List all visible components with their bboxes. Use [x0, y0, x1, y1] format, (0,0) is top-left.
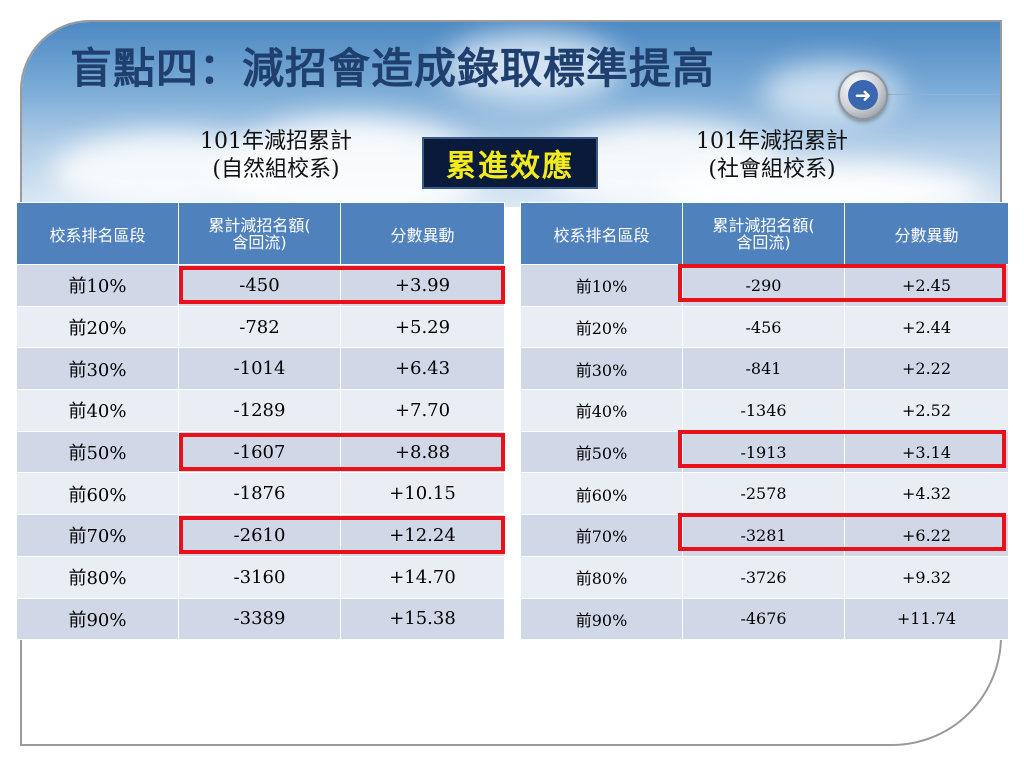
table-row: 前60% -1876 +10.15 — [16, 472, 505, 516]
left-table-heading: 101年減招累計 (自然組校系) — [176, 128, 376, 184]
science-group-table: 校系排名區段 累計減招名額( 含回流) 分數異動 前10% -450 +3.99 前… — [16, 202, 505, 641]
table-row: 前50% -1913 +3.14 — [520, 430, 1009, 474]
table-row: 前50% -1607 +8.88 — [16, 430, 505, 474]
rank-cell: 前60% — [16, 472, 179, 516]
score-change-cell: +2.52 — [844, 389, 1009, 432]
reduction-cell: -2578 — [682, 472, 845, 516]
left-heading-line1: 101年減招累計 — [200, 129, 352, 154]
table-row: 前10% -450 +3.99 — [16, 264, 505, 307]
right-table-heading: 101年減招累計 (社會組校系) — [672, 128, 872, 184]
table-row: 前60% -2578 +4.32 — [520, 472, 1009, 516]
rank-cell: 前20% — [16, 305, 179, 349]
score-change-cell: +10.15 — [340, 472, 505, 516]
social-group-table: 校系排名區段 累計減招名額( 含回流) 分數異動 前10% -290 +2.45 前… — [520, 202, 1009, 641]
table-row: 前40% -1289 +7.70 — [16, 389, 505, 432]
reduction-cell: -1913 — [682, 430, 845, 474]
rank-cell: 前30% — [16, 347, 179, 391]
score-change-cell: +2.44 — [844, 305, 1009, 349]
rank-cell: 前30% — [520, 347, 683, 391]
score-change-cell: +3.99 — [340, 264, 505, 307]
score-change-cell: +15.38 — [340, 597, 505, 641]
table-row: 前20% -782 +5.29 — [16, 305, 505, 349]
score-change-cell: +12.24 — [340, 514, 505, 557]
rank-cell: 前80% — [16, 555, 179, 599]
column-header-reduction: 累計減招名額( 含回流) — [178, 202, 341, 265]
table-row: 前20% -456 +2.44 — [520, 305, 1009, 349]
rank-cell: 前10% — [520, 264, 683, 307]
rank-cell: 前70% — [520, 514, 683, 557]
reduction-cell: -3160 — [178, 555, 341, 599]
table-row: 前90% -4676 +11.74 — [520, 597, 1009, 641]
rank-cell: 前90% — [16, 597, 179, 641]
reduction-cell: -841 — [682, 347, 845, 391]
rank-cell: 前20% — [520, 305, 683, 349]
reduction-cell: -3726 — [682, 555, 845, 599]
column-header-rank: 校系排名區段 — [520, 202, 683, 265]
rank-cell: 前10% — [16, 264, 179, 307]
table-row: 前30% -1014 +6.43 — [16, 347, 505, 391]
rank-cell: 前40% — [520, 389, 683, 432]
reduction-cell: -782 — [178, 305, 341, 349]
rank-cell: 前90% — [520, 597, 683, 641]
right-heading-line2: (社會組校系) — [708, 157, 836, 182]
score-change-cell: +2.22 — [844, 347, 1009, 391]
score-change-cell: +11.74 — [844, 597, 1009, 641]
reduction-cell: -450 — [178, 264, 341, 307]
score-change-cell: +4.32 — [844, 472, 1009, 516]
reduction-cell: -1289 — [178, 389, 341, 432]
reduction-cell: -290 — [682, 264, 845, 307]
rank-cell: 前70% — [16, 514, 179, 557]
cumulative-effect-badge: 累進效應 — [422, 137, 598, 189]
table-row: 前30% -841 +2.22 — [520, 347, 1009, 391]
score-change-cell: +9.32 — [844, 555, 1009, 599]
score-change-cell: +14.70 — [340, 555, 505, 599]
table-row: 前80% -3726 +9.32 — [520, 555, 1009, 599]
rank-cell: 前50% — [16, 430, 179, 474]
rank-cell: 前80% — [520, 555, 683, 599]
right-heading-line1: 101年減招累計 — [696, 129, 848, 154]
reduction-cell: -1346 — [682, 389, 845, 432]
rank-cell: 前50% — [520, 430, 683, 474]
score-change-cell: +7.70 — [340, 389, 505, 432]
left-heading-line2: (自然組校系) — [212, 157, 340, 182]
slide-title: 盲點四：減招會造成錄取標準提高 — [70, 44, 716, 93]
table-row: 前40% -1346 +2.52 — [520, 389, 1009, 432]
score-change-cell: +2.45 — [844, 264, 1009, 307]
table-row: 前70% -3281 +6.22 — [520, 514, 1009, 557]
reduction-cell: -3281 — [682, 514, 845, 557]
column-header-rank: 校系排名區段 — [16, 202, 179, 265]
score-change-cell: +6.43 — [340, 347, 505, 391]
score-change-cell: +8.88 — [340, 430, 505, 474]
column-header-score-change: 分數異動 — [844, 202, 1009, 265]
reduction-cell: -1014 — [178, 347, 341, 391]
next-slide-button[interactable]: ➜ — [838, 70, 888, 120]
table-row: 前80% -3160 +14.70 — [16, 555, 505, 599]
score-change-cell: +6.22 — [844, 514, 1009, 557]
reduction-cell: -3389 — [178, 597, 341, 641]
right-arrow-circle-icon: ➜ — [848, 80, 878, 110]
table-row: 前10% -290 +2.45 — [520, 264, 1009, 307]
reduction-cell: -456 — [682, 305, 845, 349]
reduction-cell: -4676 — [682, 597, 845, 641]
reduction-cell: -2610 — [178, 514, 341, 557]
score-change-cell: +5.29 — [340, 305, 505, 349]
reduction-cell: -1607 — [178, 430, 341, 474]
rank-cell: 前40% — [16, 389, 179, 432]
column-header-reduction: 累計減招名額( 含回流) — [682, 202, 845, 265]
score-change-cell: +3.14 — [844, 430, 1009, 474]
table-row: 前70% -2610 +12.24 — [16, 514, 505, 557]
reduction-cell: -1876 — [178, 472, 341, 516]
decorative-line — [888, 94, 998, 95]
table-row: 前90% -3389 +15.38 — [16, 597, 505, 641]
rank-cell: 前60% — [520, 472, 683, 516]
column-header-score-change: 分數異動 — [340, 202, 505, 265]
